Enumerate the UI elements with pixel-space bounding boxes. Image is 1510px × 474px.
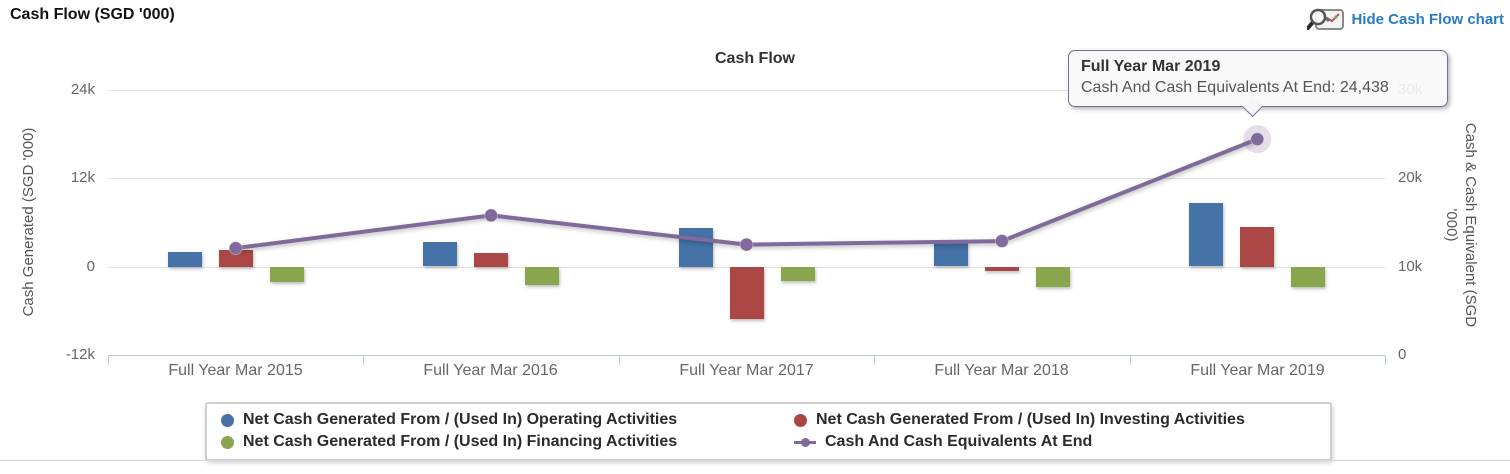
gridline <box>108 178 1385 179</box>
left-axis-tick-label: 24k <box>70 81 95 98</box>
right-axis-tick-label: 20k <box>1398 169 1423 186</box>
tooltip: Full Year Mar 2019 Cash And Cash Equival… <box>1068 50 1448 118</box>
x-axis-tick <box>363 355 364 365</box>
bar-series-2-cat-4[interactable] <box>1291 267 1325 287</box>
bar-series-0-cat-1[interactable] <box>423 242 457 266</box>
x-axis-tick <box>108 355 109 365</box>
right-axis-title: Cash & Cash Equivalent (SGD '000) <box>1443 122 1479 328</box>
left-axis-tick-label: -12k <box>65 346 95 363</box>
bar-series-2-cat-1[interactable] <box>525 267 559 285</box>
line-point-2[interactable] <box>739 237 754 252</box>
x-axis-line <box>108 355 1385 356</box>
x-axis-tick <box>1385 355 1386 365</box>
legend-label-investing: Net Cash Generated From / (Used In) Inve… <box>816 411 1245 428</box>
bar-series-1-cat-4[interactable] <box>1240 227 1274 267</box>
hide-chart-link[interactable]: Hide Cash Flow chart <box>1307 7 1504 31</box>
legend-item-operating[interactable]: Net Cash Generated From / (Used In) Oper… <box>221 410 794 430</box>
bar-series-2-cat-2[interactable] <box>781 267 815 281</box>
left-axis-tick-label: 0 <box>86 258 95 275</box>
chart-title: Cash Flow <box>714 50 795 67</box>
x-axis-tick <box>619 355 620 365</box>
left-axis-title: Cash Generated (SGD '000) <box>20 127 37 317</box>
x-axis-category-label: Full Year Mar 2016 <box>423 362 558 379</box>
legend-label-operating: Net Cash Generated From / (Used In) Oper… <box>243 411 678 428</box>
x-axis-tick <box>1130 355 1131 365</box>
line-point-3[interactable] <box>994 234 1009 249</box>
investing-series-marker <box>794 413 807 427</box>
line-point-4[interactable] <box>1250 132 1265 147</box>
legend-label-financing: Net Cash Generated From / (Used In) Fina… <box>243 433 678 450</box>
tooltip-arrow <box>1241 95 1264 118</box>
x-axis-tick <box>874 355 875 365</box>
right-axis-tick-label: 10k <box>1398 258 1423 275</box>
legend: Net Cash Generated From / (Used In) Oper… <box>205 402 1332 461</box>
legend-item-cash-equivalents[interactable]: Cash And Cash Equivalents At End <box>794 432 1316 452</box>
x-axis-category-label: Full Year Mar 2017 <box>679 362 814 379</box>
bar-series-2-cat-0[interactable] <box>270 267 304 282</box>
chart-magnifier-icon <box>1307 8 1345 30</box>
panel-bottom-border <box>0 460 1510 461</box>
line-point-1[interactable] <box>484 208 499 223</box>
left-axis-tick-label: 12k <box>70 169 95 186</box>
bar-series-1-cat-2[interactable] <box>730 267 764 319</box>
bar-series-0-cat-4[interactable] <box>1189 203 1223 266</box>
financing-series-marker <box>221 435 234 449</box>
right-axis-tick-label: 0 <box>1398 346 1407 363</box>
bar-series-0-cat-3[interactable] <box>934 242 968 266</box>
line-series-marker <box>794 436 816 449</box>
legend-label-cash-equivalents: Cash And Cash Equivalents At End <box>825 433 1093 450</box>
bar-series-1-cat-1[interactable] <box>474 253 508 267</box>
tooltip-title: Full Year Mar 2019 <box>1081 58 1221 75</box>
bar-series-1-cat-0[interactable] <box>219 250 253 267</box>
page-title: Cash Flow (SGD '000) <box>10 6 175 23</box>
bar-series-0-cat-2[interactable] <box>679 228 713 267</box>
hide-chart-link-label: Hide Cash Flow chart <box>1351 10 1504 28</box>
operating-series-marker <box>221 413 234 427</box>
bar-series-1-cat-3[interactable] <box>985 267 1019 271</box>
x-axis-category-label: Full Year Mar 2019 <box>1190 362 1325 379</box>
gridline <box>108 90 1385 91</box>
bar-series-2-cat-3[interactable] <box>1036 267 1070 287</box>
x-axis-category-label: Full Year Mar 2015 <box>168 362 303 379</box>
tooltip-value: Cash And Cash Equivalents At End: 24,438 <box>1081 79 1389 96</box>
line-point-0[interactable] <box>228 241 243 256</box>
legend-item-investing[interactable]: Net Cash Generated From / (Used In) Inve… <box>794 410 1316 430</box>
x-axis-category-label: Full Year Mar 2018 <box>934 362 1069 379</box>
legend-item-financing[interactable]: Net Cash Generated From / (Used In) Fina… <box>221 432 794 452</box>
bar-series-0-cat-0[interactable] <box>168 252 202 267</box>
